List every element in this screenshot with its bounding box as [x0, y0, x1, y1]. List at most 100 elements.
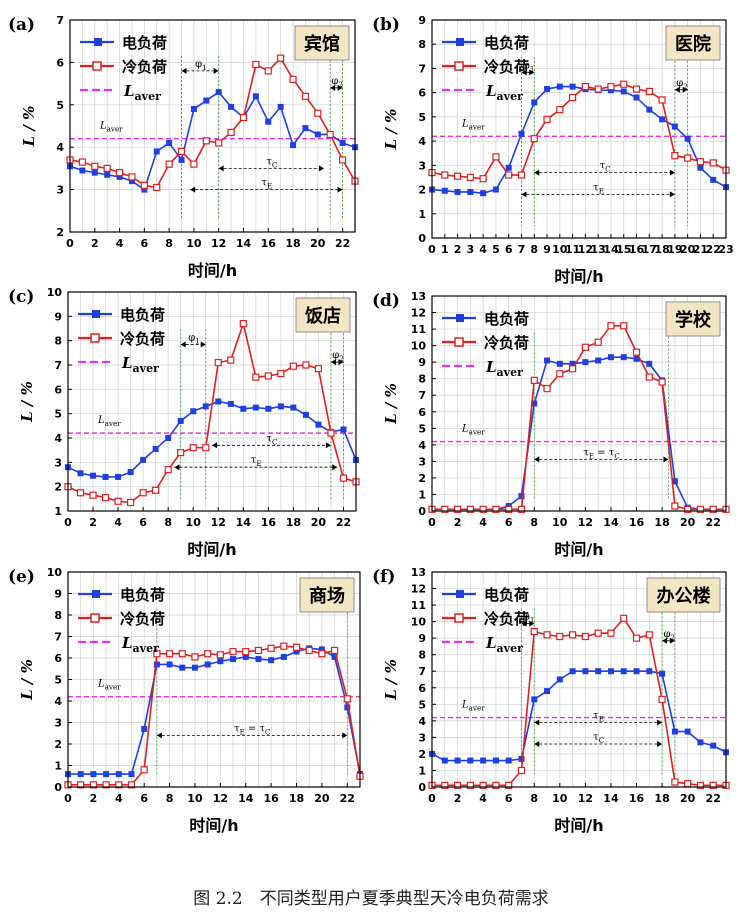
- y-tick-label: 6: [418, 87, 426, 100]
- cooling-load-point: [441, 171, 449, 179]
- cooling-load-point: [594, 629, 602, 637]
- x-tick-label: 18: [654, 243, 669, 256]
- electric-load-point: [441, 757, 448, 764]
- cooling-load-point: [632, 85, 641, 93]
- legend-marker-cooling: [92, 61, 102, 71]
- y-tick-label: 4: [418, 135, 426, 148]
- electric-load-point: [659, 670, 666, 677]
- y-tick-label: 3: [418, 159, 426, 172]
- cooling-load-point: [620, 614, 628, 622]
- electric-load-point: [531, 99, 538, 106]
- panel-label: (c): [8, 287, 34, 307]
- average-line-label: Laver: [461, 118, 485, 131]
- y-tick-label: 4: [418, 715, 426, 728]
- cooling-load-point: [632, 634, 641, 642]
- x-tick-label: 15: [616, 243, 631, 256]
- y-tick-label: 9: [418, 632, 426, 645]
- y-tick-label: 8: [418, 38, 426, 51]
- x-tick-label: 20: [680, 792, 696, 805]
- x-tick-label: 0: [428, 243, 436, 256]
- y-axis-label: L / %: [382, 383, 400, 425]
- cooling-load-point: [607, 629, 615, 637]
- tauC-span-label: τC: [600, 161, 612, 174]
- electric-load-point: [204, 661, 211, 668]
- legend-label-average: Laver: [121, 634, 159, 655]
- x-tick-label: 2: [91, 237, 99, 250]
- cooling-load-point: [292, 643, 301, 651]
- x-axis-label: 时间/h: [554, 540, 603, 559]
- electric-load-point: [115, 473, 122, 480]
- chart-title: 饭店: [304, 305, 341, 327]
- y-tick-label: 6: [56, 56, 64, 69]
- cooling-load-point: [581, 632, 589, 641]
- y-tick-label: 7: [54, 631, 62, 644]
- electric-load-point: [217, 658, 224, 665]
- legend-label-electric: 电负荷: [484, 310, 529, 328]
- y-tick-label: 8: [418, 649, 426, 662]
- electric-load-point: [569, 83, 576, 90]
- cooling-load-point: [164, 466, 172, 474]
- x-tick-label: 3: [467, 243, 475, 256]
- y-tick-label: 7: [418, 389, 426, 402]
- electric-load-point: [556, 360, 563, 367]
- cooling-load-point: [102, 781, 110, 789]
- x-tick-label: 12: [578, 516, 593, 529]
- y-tick-label: 1: [418, 764, 426, 777]
- phi1-span-arrow-right: [213, 67, 219, 74]
- cooling-load-point: [696, 158, 705, 166]
- electric-load-point: [178, 156, 185, 163]
- phi1-span-arrow-left: [521, 620, 527, 627]
- electric-load-point: [697, 164, 704, 171]
- cooling-load-point: [127, 498, 135, 507]
- x-tick-label: 21: [693, 243, 708, 256]
- phi2-span-label: φ2: [676, 78, 688, 91]
- x-tick-label: 6: [505, 243, 513, 256]
- average-line-label: Laver: [461, 700, 485, 713]
- x-tick-label: 10: [552, 243, 568, 256]
- cooling-load-point: [264, 372, 272, 380]
- cooling-load-point: [569, 93, 577, 102]
- cooling-load-point: [76, 489, 85, 497]
- y-tick-label: 1: [54, 760, 62, 773]
- legend-marker-cooling: [454, 613, 464, 623]
- cooling-load-point: [569, 365, 577, 373]
- x-tick-label: 4: [114, 516, 122, 529]
- cooling-load-point: [620, 80, 628, 88]
- cooling-load-point: [177, 147, 186, 156]
- cooling-load-point: [202, 137, 210, 145]
- x-tick-label: 0: [428, 792, 436, 805]
- tauC-span-arrow-right: [657, 741, 663, 747]
- plot-frame: [67, 571, 361, 788]
- tauEC-span-label: τE = τC: [234, 723, 270, 736]
- cooling-load-point: [671, 152, 679, 160]
- cooling-load-point: [89, 491, 97, 499]
- cooling-load-point: [607, 322, 615, 330]
- cooling-load-point: [492, 505, 500, 513]
- x-tick-label: 9: [543, 243, 551, 256]
- cooling-load-point: [581, 83, 589, 91]
- x-tick-label: 2: [90, 792, 98, 805]
- y-axis-label: L / %: [18, 659, 36, 701]
- y-tick-label: 7: [418, 665, 426, 678]
- electric-load-point: [280, 653, 287, 660]
- electric-load-point: [441, 187, 448, 194]
- cooling-load-point: [658, 96, 666, 104]
- electric-load-point: [166, 661, 173, 668]
- cooling-load-point: [671, 778, 679, 786]
- y-tick-label: 9: [54, 310, 62, 323]
- phi2-span-arrow-right: [337, 84, 343, 91]
- electric-load-point: [315, 421, 322, 428]
- cooling-load-point: [645, 87, 653, 96]
- cooling-load-point: [620, 322, 628, 330]
- cooling-load-point: [301, 92, 310, 100]
- electric-load-point: [116, 173, 123, 180]
- x-tick-label: 8: [166, 792, 174, 805]
- y-tick-label: 2: [418, 472, 426, 485]
- x-tick-label: 22: [336, 516, 351, 529]
- cooling-load-point: [165, 160, 173, 168]
- y-tick-label: 8: [54, 335, 62, 348]
- y-tick-label: 0: [418, 232, 426, 245]
- x-tick-label: 20: [310, 237, 326, 250]
- plot-frame: [431, 19, 727, 239]
